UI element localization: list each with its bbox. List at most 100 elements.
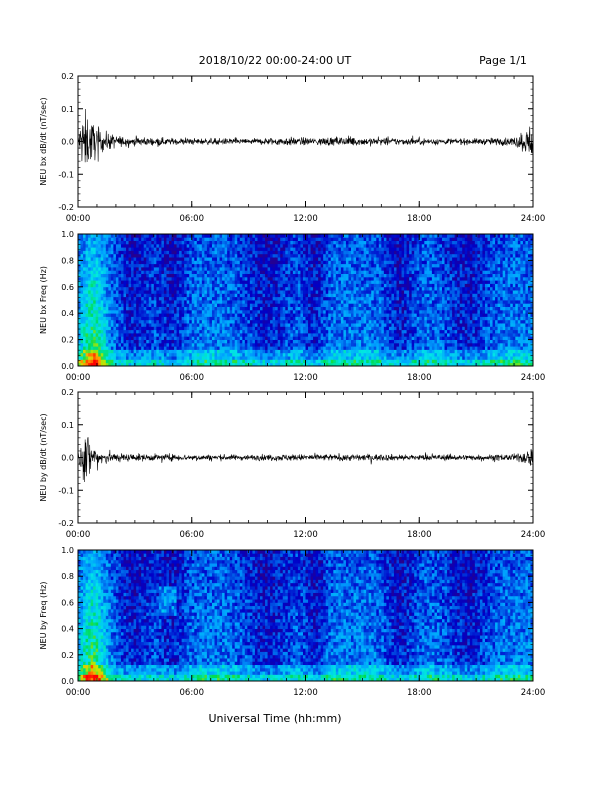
heatmap-cell bbox=[262, 276, 266, 281]
heatmap-cell bbox=[275, 352, 279, 357]
heatmap-cell bbox=[343, 273, 347, 278]
heatmap-cell bbox=[179, 270, 183, 274]
heatmap-cell bbox=[356, 346, 359, 350]
heatmap-cell bbox=[242, 359, 246, 364]
heatmap-cell bbox=[310, 306, 314, 311]
heatmap-cell bbox=[224, 359, 228, 364]
heatmap-cell bbox=[201, 280, 205, 284]
heatmap-cell bbox=[267, 243, 271, 248]
heatmap-cell bbox=[297, 333, 301, 337]
heatmap-cell bbox=[204, 319, 208, 324]
heatmap-cell bbox=[120, 326, 124, 331]
heatmap-cell bbox=[262, 250, 266, 255]
heatmap-cell bbox=[120, 250, 124, 255]
heatmap-cell bbox=[95, 303, 99, 307]
heatmap-cell bbox=[191, 296, 195, 301]
heatmap-cell bbox=[323, 352, 327, 357]
heatmap-cell bbox=[179, 267, 183, 271]
heatmap-cell bbox=[335, 286, 339, 291]
heatmap-cell bbox=[356, 300, 359, 304]
heatmap-cell bbox=[224, 329, 228, 334]
heatmap-cell bbox=[83, 326, 86, 331]
heatmap-cell bbox=[383, 303, 387, 307]
heatmap-cell bbox=[295, 286, 299, 291]
heatmap-cell bbox=[143, 329, 147, 334]
heatmap-cell bbox=[138, 267, 142, 271]
heatmap-cell bbox=[244, 319, 248, 324]
heatmap-cell bbox=[328, 253, 332, 258]
heatmap-cell bbox=[260, 339, 263, 344]
heatmap-cell bbox=[128, 339, 132, 344]
heatmap-cell bbox=[196, 286, 200, 291]
heatmap-cell bbox=[318, 346, 322, 350]
heatmap-cell bbox=[166, 323, 170, 327]
heatmap-cell bbox=[318, 237, 322, 241]
heatmap-cell bbox=[148, 253, 152, 258]
heatmap-cell bbox=[227, 270, 231, 274]
heatmap-cell bbox=[280, 349, 284, 354]
heatmap-cell bbox=[151, 250, 155, 255]
heatmap-cell bbox=[371, 283, 375, 288]
heatmap-cell bbox=[378, 253, 382, 258]
heatmap-cell bbox=[285, 263, 289, 268]
heatmap-cell bbox=[115, 362, 119, 366]
heatmap-cell bbox=[169, 253, 172, 258]
heatmap-cell bbox=[285, 253, 289, 258]
heatmap-cell bbox=[199, 342, 203, 347]
heatmap-cell bbox=[330, 326, 334, 331]
heatmap-cell bbox=[292, 257, 296, 261]
heatmap-cell bbox=[204, 336, 208, 340]
heatmap-cell bbox=[275, 273, 279, 278]
heatmap-cell bbox=[131, 333, 135, 337]
heatmap-cell bbox=[128, 286, 132, 291]
heatmap-cell bbox=[292, 309, 296, 314]
heatmap-cell bbox=[103, 263, 107, 268]
heatmap-cell bbox=[285, 296, 289, 301]
heatmap-cell bbox=[239, 323, 243, 327]
heatmap-cell bbox=[229, 237, 233, 241]
heatmap-cell bbox=[338, 349, 342, 354]
heatmap-cell bbox=[287, 349, 291, 354]
heatmap-cell bbox=[118, 263, 122, 268]
heatmap-cell bbox=[265, 273, 268, 278]
heatmap-cell bbox=[90, 273, 94, 278]
heatmap-cell bbox=[98, 329, 102, 334]
heatmap-cell bbox=[141, 316, 145, 321]
heatmap-cell bbox=[373, 296, 377, 301]
heatmap-cell bbox=[211, 316, 215, 321]
heatmap-cell bbox=[224, 280, 228, 284]
heatmap-cell bbox=[138, 270, 142, 274]
heatmap-cell bbox=[232, 326, 236, 331]
heatmap-cell bbox=[133, 349, 137, 354]
heatmap-cell bbox=[267, 349, 271, 354]
heatmap-cell bbox=[158, 339, 162, 344]
heatmap-cell bbox=[373, 339, 377, 344]
heatmap-cell bbox=[348, 306, 352, 311]
heatmap-cell bbox=[153, 359, 157, 364]
heatmap-cell bbox=[176, 309, 180, 314]
heatmap-cell bbox=[176, 319, 180, 324]
heatmap-cell bbox=[115, 293, 119, 298]
heatmap-cell bbox=[80, 260, 84, 265]
heatmap-cell bbox=[166, 263, 170, 268]
heatmap-cell bbox=[280, 316, 284, 321]
heatmap-cell bbox=[330, 250, 334, 255]
heatmap-cell bbox=[381, 247, 385, 251]
heatmap-cell bbox=[325, 237, 329, 241]
heatmap-cell bbox=[239, 253, 243, 258]
heatmap-cell bbox=[287, 280, 291, 284]
heatmap-cell bbox=[242, 247, 246, 251]
heatmap-cell bbox=[356, 290, 359, 294]
heatmap-cell bbox=[136, 273, 140, 278]
heatmap-cell bbox=[292, 273, 296, 278]
heatmap-cell bbox=[267, 323, 271, 327]
heatmap-cell bbox=[156, 300, 160, 304]
heatmap-cell bbox=[85, 326, 89, 331]
heatmap-cell bbox=[184, 263, 188, 268]
heatmap-cell bbox=[290, 346, 294, 350]
heatmap-cell bbox=[229, 339, 233, 344]
heatmap-cell bbox=[323, 280, 327, 284]
heatmap-cell bbox=[158, 243, 162, 248]
heatmap-cell bbox=[351, 352, 354, 357]
heatmap-cell bbox=[323, 257, 327, 261]
